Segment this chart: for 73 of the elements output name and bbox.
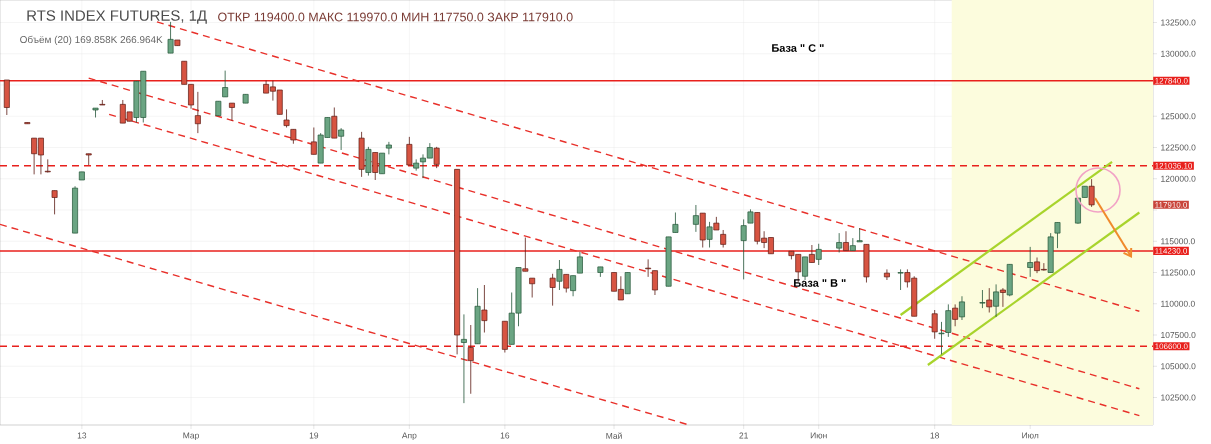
candlestick	[467, 324, 474, 395]
x-tick-label: 18	[930, 432, 940, 439]
candlestick	[529, 277, 536, 298]
candlestick	[931, 309, 938, 340]
candlestick	[372, 152, 379, 181]
candlestick	[222, 70, 229, 98]
candlestick	[740, 218, 747, 280]
y-tick-label: 120000.0	[1161, 175, 1196, 182]
annotation: Объём (20) 169.858K 266.964K	[20, 35, 163, 46]
candlestick	[1088, 178, 1095, 208]
x-tick-label: Июн	[810, 432, 827, 439]
candlestick	[706, 221, 713, 248]
text: RTS INDEX FUTURES, 1Д	[27, 10, 207, 24]
y-tick-label: 105000.0	[1161, 363, 1196, 370]
candlestick	[897, 268, 904, 291]
candlestick	[556, 259, 563, 291]
candlestick	[570, 275, 577, 297]
candlestick	[843, 230, 849, 252]
candlestick	[481, 284, 488, 333]
x-tick-label: 13	[77, 432, 87, 439]
candlestick	[815, 243, 822, 266]
candlestick	[672, 212, 679, 233]
x-tick-label: Апр	[401, 432, 417, 441]
candlestick	[993, 283, 1000, 318]
x-tick-label: 19	[309, 432, 319, 439]
candlestick	[645, 258, 652, 278]
candlestick	[229, 102, 235, 122]
candlestick	[522, 237, 529, 272]
candlestick	[979, 289, 986, 309]
candlestick	[194, 91, 201, 134]
y-tick-label: 125000.0	[1161, 113, 1196, 120]
candlestick	[959, 295, 965, 321]
candlestick	[283, 108, 290, 128]
x-tick-label: 21	[739, 432, 748, 439]
y-tick-label: 110000.0	[1161, 300, 1195, 307]
candlestick	[836, 232, 843, 253]
candlestick	[808, 244, 815, 263]
candlestick	[986, 287, 993, 313]
candlestick	[379, 152, 385, 175]
candlestick	[338, 127, 345, 151]
y-tick-label: 132500.0	[1161, 19, 1196, 26]
candlestick	[856, 227, 863, 243]
candlestick	[406, 136, 413, 166]
candlestick	[883, 268, 890, 281]
x-tick-label: Мар	[183, 432, 199, 441]
annotation: База " С "	[772, 44, 824, 52]
y-tick-label: 112500.0	[1161, 269, 1195, 276]
candlestick	[549, 273, 556, 307]
candlestick	[692, 204, 699, 233]
x-tick-label: 16	[500, 432, 510, 439]
y-tick-label: 130000.0	[1161, 50, 1196, 57]
y-tick-label: 107500.0	[1161, 332, 1196, 338]
y-tick-label: 115000.0	[1161, 238, 1195, 245]
candlestick	[624, 272, 631, 295]
y-tick-label: 102500.0	[1161, 394, 1196, 401]
candlestick	[576, 251, 583, 274]
annotation: База " В "	[794, 279, 846, 287]
x-tick-label: Июл	[1022, 432, 1039, 439]
candlestick	[1054, 222, 1061, 249]
x-tick-label: Май	[606, 432, 622, 439]
candlestick	[999, 287, 1006, 308]
candlestick	[385, 141, 392, 155]
y-tick-label: 122500.0	[1161, 144, 1196, 151]
candlestick	[365, 146, 372, 177]
candlestick	[1027, 246, 1034, 278]
candlestick	[652, 270, 658, 296]
candlestick	[952, 303, 959, 327]
candlestick	[310, 127, 317, 155]
candlestick	[331, 107, 338, 139]
text: ОТКР 119400.0 МАКС 119970.0 МИН 117750.0 ЗАКР 117910.0	[218, 12, 573, 22]
candlestick	[802, 256, 808, 281]
candlestick	[460, 313, 467, 404]
candlestick	[563, 273, 570, 293]
